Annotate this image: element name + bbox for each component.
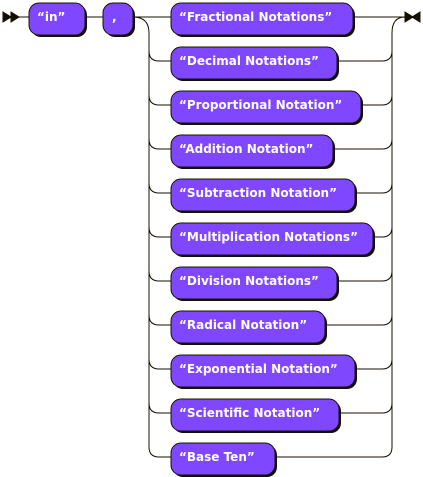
terminal-comma: ,: [102, 2, 135, 37]
choice-terminal-label: “Scientific Notation”: [179, 406, 320, 420]
choice-terminal: “Decimal Notations”: [170, 46, 339, 81]
choice-terminal: “Exponential Notation”: [170, 354, 357, 389]
choice-terminal: “Subtraction Notation”: [170, 178, 357, 213]
choice-terminal-label: “Base Ten”: [179, 450, 255, 464]
choice-terminal-label: “Fractional Notations”: [179, 10, 332, 24]
choice-terminal-label: “Decimal Notations”: [179, 54, 319, 68]
terminal-comma-label: ,: [112, 10, 117, 24]
choice-terminal-label: “Division Notations”: [179, 274, 319, 288]
choice-terminal: “Fractional Notations”: [170, 2, 355, 37]
choice-terminal: “Addition Notation”: [170, 134, 335, 169]
choice-terminal-label: “Radical Notation”: [179, 318, 307, 332]
terminal-in: “in”: [28, 2, 87, 37]
choice-terminal-label: “Exponential Notation”: [179, 362, 338, 376]
choice-terminal-label: “Proportional Notation”: [179, 98, 342, 112]
end-marker-icon: [404, 11, 421, 23]
choice-terminal: “Radical Notation”: [170, 310, 327, 345]
choice-terminal-label: “Multiplication Notations”: [179, 230, 358, 244]
choice-terminal-label: “Subtraction Notation”: [179, 186, 337, 200]
choice-group: “Fractional Notations” “Decimal Notations…: [170, 2, 375, 477]
start-marker-icon: [2, 11, 20, 23]
choice-terminal: “Proportional Notation”: [170, 90, 363, 125]
terminal-in-label: “in”: [37, 10, 65, 24]
choice-terminal: “Division Notations”: [170, 266, 339, 301]
choice-terminal: “Scientific Notation”: [170, 398, 341, 433]
choice-terminal-label: “Addition Notation”: [179, 142, 313, 156]
choice-terminal: “Multiplication Notations”: [170, 222, 375, 257]
choice-terminal: “Base Ten”: [170, 442, 277, 477]
choice-branch-lines: [132, 16, 406, 458]
